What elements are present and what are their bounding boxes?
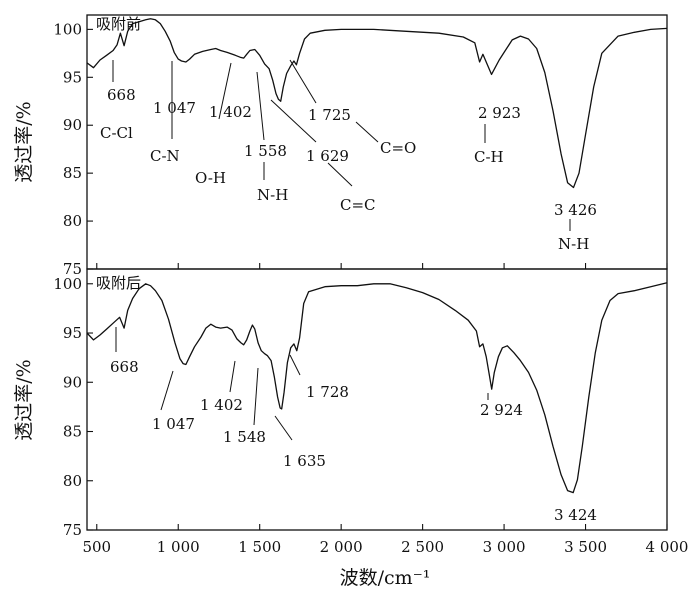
bottom-y-ticks: 75 80 85 90 95 100 xyxy=(53,275,93,539)
bottom-y-tick-label-80: 80 xyxy=(63,472,82,490)
bottom-y-tick-label-75: 75 xyxy=(63,521,82,539)
ann-c-eq-o: C=O xyxy=(380,139,416,157)
top-panel-title: 吸附前 xyxy=(96,15,141,33)
bottom-x-tick-label-1500: 1 500 xyxy=(238,538,281,556)
top-y-tick-label-100: 100 xyxy=(53,20,82,38)
ann-1047-top: 1 047 xyxy=(153,99,196,117)
bottom-y-tick-label-100: 100 xyxy=(53,275,82,293)
ann-1725-top: 1 725 xyxy=(308,106,351,124)
bottom-y-tick-label-95: 95 xyxy=(63,324,82,342)
leader-1635-bottom xyxy=(274,415,293,441)
ann-2924-bottom: 2 924 xyxy=(480,401,523,419)
ann-3424-bottom: 3 424 xyxy=(554,506,597,524)
leader-1558-top-a xyxy=(256,71,265,141)
leader-1728-bottom xyxy=(289,354,301,376)
ann-c-cl: C-Cl xyxy=(100,124,133,142)
ann-c-eq-c: C=C xyxy=(340,196,376,214)
ann-1402-top: 1 402 xyxy=(209,103,252,121)
panel-before: 75 80 85 90 95 100 吸附前 透过率/% 668 C-Cl 1 047 C… xyxy=(13,14,668,278)
bottom-y-tick-label-90: 90 xyxy=(63,373,82,391)
bottom-x-tick-label-2500: 2 500 xyxy=(401,538,444,556)
ann-3426-top: 3 426 xyxy=(554,201,597,219)
leader-1047-bottom xyxy=(160,370,174,411)
bottom-spectrum-line xyxy=(86,282,668,494)
ann-2923-top: 2 923 xyxy=(478,104,521,122)
ann-668-top: 668 xyxy=(107,86,136,104)
ann-1558-top: 1 558 xyxy=(244,142,287,160)
ann-668-bottom: 668 xyxy=(110,358,139,376)
ann-c-n: C-N xyxy=(150,147,180,165)
top-y-tick-label-75: 75 xyxy=(63,260,82,278)
ann-n-h-3426: N-H xyxy=(558,235,589,253)
bottom-x-tick-label-4000: 4 000 xyxy=(646,538,689,556)
bottom-x-tick-label-3000: 3 000 xyxy=(483,538,526,556)
bottom-y-axis-label: 透过率/% xyxy=(13,359,35,440)
ann-1402-bottom: 1 402 xyxy=(200,396,243,414)
top-y-ticks: 75 80 85 90 95 100 xyxy=(53,20,93,278)
ann-1629-top: 1 629 xyxy=(306,147,349,165)
ann-1635-bottom: 1 635 xyxy=(283,452,326,470)
leader-1725-top-a xyxy=(289,59,317,104)
ann-1728-bottom: 1 728 xyxy=(306,383,349,401)
leader-1548-bottom xyxy=(253,367,259,426)
ann-c-h: C-H xyxy=(474,148,504,166)
top-y-tick-label-90: 90 xyxy=(63,116,82,134)
bottom-x-tick-label-1000: 1 000 xyxy=(157,538,200,556)
leader-1402-bottom xyxy=(229,360,236,393)
ann-n-h-top: N-H xyxy=(257,186,288,204)
ann-1548-bottom: 1 548 xyxy=(223,428,266,446)
panel-after: 75 80 85 90 95 100 500 1 000 1 500 2 000 2 500 3 0… xyxy=(13,268,688,589)
top-y-tick-label-80: 80 xyxy=(63,212,82,230)
leader-1402-top xyxy=(218,62,232,120)
bottom-x-tick-label-500: 500 xyxy=(82,538,111,556)
ann-1047-bottom: 1 047 xyxy=(152,415,195,433)
bottom-x-ticks: 500 1 000 1 500 2 000 2 500 3 000 3 500 4 000 xyxy=(82,524,688,556)
bottom-x-tick-label-3500: 3 500 xyxy=(564,538,607,556)
leader-1629-top-b xyxy=(327,162,353,187)
x-axis-label: 波数/cm⁻¹ xyxy=(340,567,431,589)
top-y-axis-label: 透过率/% xyxy=(13,101,35,182)
top-y-tick-label-85: 85 xyxy=(63,164,82,182)
leader-1629-top-a xyxy=(270,99,317,143)
top-x-ticks xyxy=(96,263,668,269)
leader-1725-top-b xyxy=(355,121,379,143)
bottom-plot-frame xyxy=(86,268,668,531)
top-y-tick-label-95: 95 xyxy=(63,68,82,86)
bottom-y-tick-label-85: 85 xyxy=(63,423,82,441)
ann-o-h: O-H xyxy=(195,169,226,187)
bottom-x-tick-label-2000: 2 000 xyxy=(320,538,363,556)
bottom-panel-title: 吸附后 xyxy=(96,274,141,292)
top-spectrum-line xyxy=(86,18,668,189)
